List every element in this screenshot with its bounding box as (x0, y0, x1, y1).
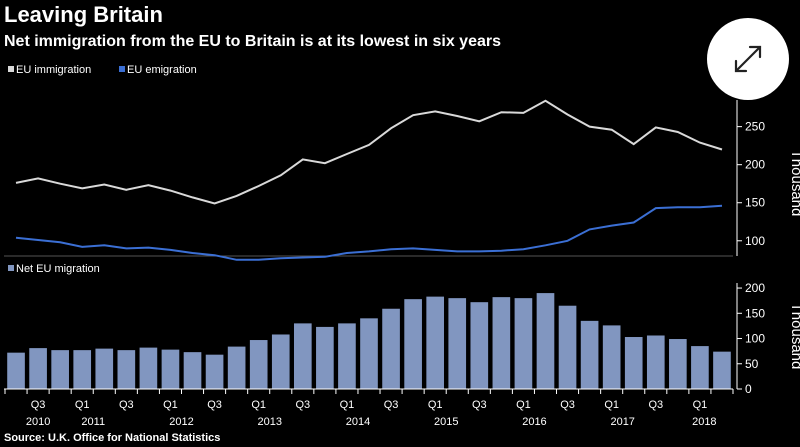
eu-emigration-line (15, 204, 723, 261)
legend-swatch-emigration (119, 66, 125, 72)
net-migration-bar (536, 293, 555, 389)
net-migration-bar (51, 350, 69, 389)
net-migration-bar (713, 351, 731, 389)
line-y-tick-label: 100 (745, 234, 765, 248)
net-migration-bar (95, 348, 114, 389)
net-migration-bar (139, 347, 158, 389)
net-migration-bar (293, 323, 312, 389)
expand-button[interactable] (707, 18, 789, 100)
legend-label-net: Net EU migration (16, 263, 100, 275)
legend-label-immigration: EU immigration (16, 64, 91, 76)
line-y-tick-label: 250 (745, 120, 765, 134)
eu-immigration-line (15, 99, 723, 205)
source-note: Source: U.K. Office for National Statist… (4, 432, 221, 444)
legend-swatch-immigration (8, 66, 14, 72)
chart-subtitle: Net immigration from the EU to Britain i… (4, 33, 501, 50)
net-migration-bar (73, 350, 92, 389)
line-y-tick-label: 150 (745, 196, 765, 210)
x-quarter-label: Q3 (648, 399, 663, 411)
net-migration-bar (470, 302, 489, 389)
x-year-label: 2013 (257, 416, 281, 428)
net-migration-bar (426, 296, 445, 389)
line-y-tick-label: 200 (745, 158, 765, 172)
net-migration-bar (382, 308, 400, 389)
bar-chart-panel: Net EU migration 0 50 100 150 200 Thousand (7, 263, 800, 396)
net-migration-bar (249, 340, 268, 389)
x-quarter-label: Q3 (207, 399, 222, 411)
net-migration-bar (602, 325, 621, 389)
x-quarter-label: Q1 (693, 399, 708, 411)
net-migration-bar (161, 349, 180, 389)
net-migration-bar (691, 346, 709, 389)
expand-icon (734, 45, 762, 73)
chart-title: Leaving Britain (4, 2, 163, 27)
x-year-label: 2011 (81, 416, 105, 428)
x-year-label: 2016 (522, 416, 546, 428)
legend-label-emigration: EU emigration (127, 64, 197, 76)
bar-y-tick-label: 150 (745, 306, 765, 320)
net-migration-bar (646, 335, 665, 389)
x-quarter-label: Q3 (560, 399, 575, 411)
bar-chart-y-label: Thousand (788, 303, 800, 370)
x-year-label: 2015 (434, 416, 458, 428)
net-migration-bar (338, 323, 356, 389)
net-migration-bar (117, 350, 136, 389)
net-migration-bar (271, 334, 290, 389)
x-quarter-label: Q1 (251, 399, 266, 411)
x-year-label: 2014 (346, 416, 370, 428)
net-migration-bar (29, 348, 47, 389)
x-quarter-label: Q1 (516, 399, 531, 411)
net-migration-bar (448, 298, 467, 389)
x-quarter-label: Q1 (75, 399, 90, 411)
x-year-label: 2010 (26, 416, 50, 428)
net-migration-bar (183, 352, 202, 389)
x-quarter-label: Q1 (163, 399, 178, 411)
line-chart-y-label: Thousand (788, 150, 800, 217)
net-migration-bar (205, 354, 224, 389)
x-year-label: 2018 (692, 416, 716, 428)
x-quarter-label: Q3 (119, 399, 134, 411)
bar-y-tick-label: 0 (745, 382, 752, 396)
net-migration-bar (316, 326, 334, 389)
x-quarter-label: Q1 (428, 399, 443, 411)
x-quarter-label: Q3 (472, 399, 487, 411)
net-migration-bar (558, 305, 577, 389)
net-migration-bar (7, 352, 25, 389)
bar-y-tick-label: 100 (745, 332, 765, 346)
x-quarter-label: Q1 (604, 399, 619, 411)
bar-y-tick-label: 50 (745, 357, 759, 371)
x-quarter-label: Q1 (340, 399, 355, 411)
x-quarter-label: Q3 (384, 399, 399, 411)
net-migration-bar (492, 297, 511, 389)
bar-y-tick-label: 200 (745, 281, 765, 295)
x-axis: Q3 Q1 Q3 Q1 Q3 Q1 Q3 Q1 Q3 Q1 Q3 Q1 Q3 Q1 Q3 Q1 2010 2011… (4, 388, 734, 428)
x-quarter-label: Q3 (295, 399, 310, 411)
legend-swatch-net (8, 265, 14, 271)
line-chart-panel: EU immigration EU emigration 100 150 200 25… (4, 64, 800, 261)
net-migration-bar (669, 339, 687, 389)
net-migration-bar (624, 337, 643, 389)
net-migration-bar (360, 318, 378, 389)
net-migration-bar (580, 320, 599, 389)
net-migration-bar (227, 346, 246, 389)
x-quarter-label: Q3 (31, 399, 46, 411)
x-year-label: 2017 (610, 416, 634, 428)
net-migration-bar (404, 299, 422, 389)
x-year-label: 2012 (169, 416, 193, 428)
net-migration-bar (514, 298, 533, 389)
